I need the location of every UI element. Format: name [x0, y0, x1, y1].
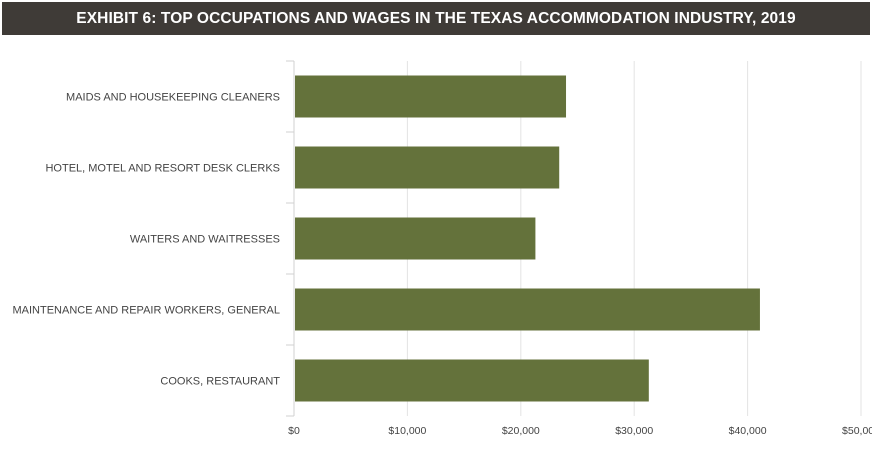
- chart-title: EXHIBIT 6: TOP OCCUPATIONS AND WAGES IN …: [76, 9, 796, 27]
- x-tick-label: $10,000: [388, 425, 426, 437]
- chart-title-bar: EXHIBIT 6: TOP OCCUPATIONS AND WAGES IN …: [2, 2, 870, 35]
- bar: [295, 75, 567, 118]
- x-tick-labels: $0 $10,000 $20,000 $30,000 $40,000 $50,000: [288, 425, 872, 437]
- bar: [295, 359, 649, 402]
- x-tick-label: $30,000: [615, 425, 653, 437]
- category-label: WAITERS AND WAITRESSES: [130, 234, 280, 246]
- x-tick-label: $20,000: [502, 425, 540, 437]
- category-label: MAIDS AND HOUSEKEEPING CLEANERS: [66, 92, 280, 104]
- category-label: HOTEL, MOTEL AND RESORT DESK CLERKS: [45, 163, 280, 175]
- bars: [295, 75, 760, 402]
- bar: [295, 146, 560, 189]
- category-label: COOKS, RESTAURANT: [160, 376, 280, 388]
- x-tick-label: $40,000: [729, 425, 767, 437]
- category-label: MAINTENANCE AND REPAIR WORKERS, GENERAL: [12, 305, 280, 317]
- bar: [295, 217, 536, 260]
- axis: [286, 60, 295, 417]
- x-tick-label: $0: [288, 425, 300, 437]
- x-tick-label: $50,000: [842, 425, 872, 437]
- bar: [295, 288, 760, 331]
- category-labels: MAIDS AND HOUSEKEEPING CLEANERS HOTEL, MO…: [12, 92, 280, 388]
